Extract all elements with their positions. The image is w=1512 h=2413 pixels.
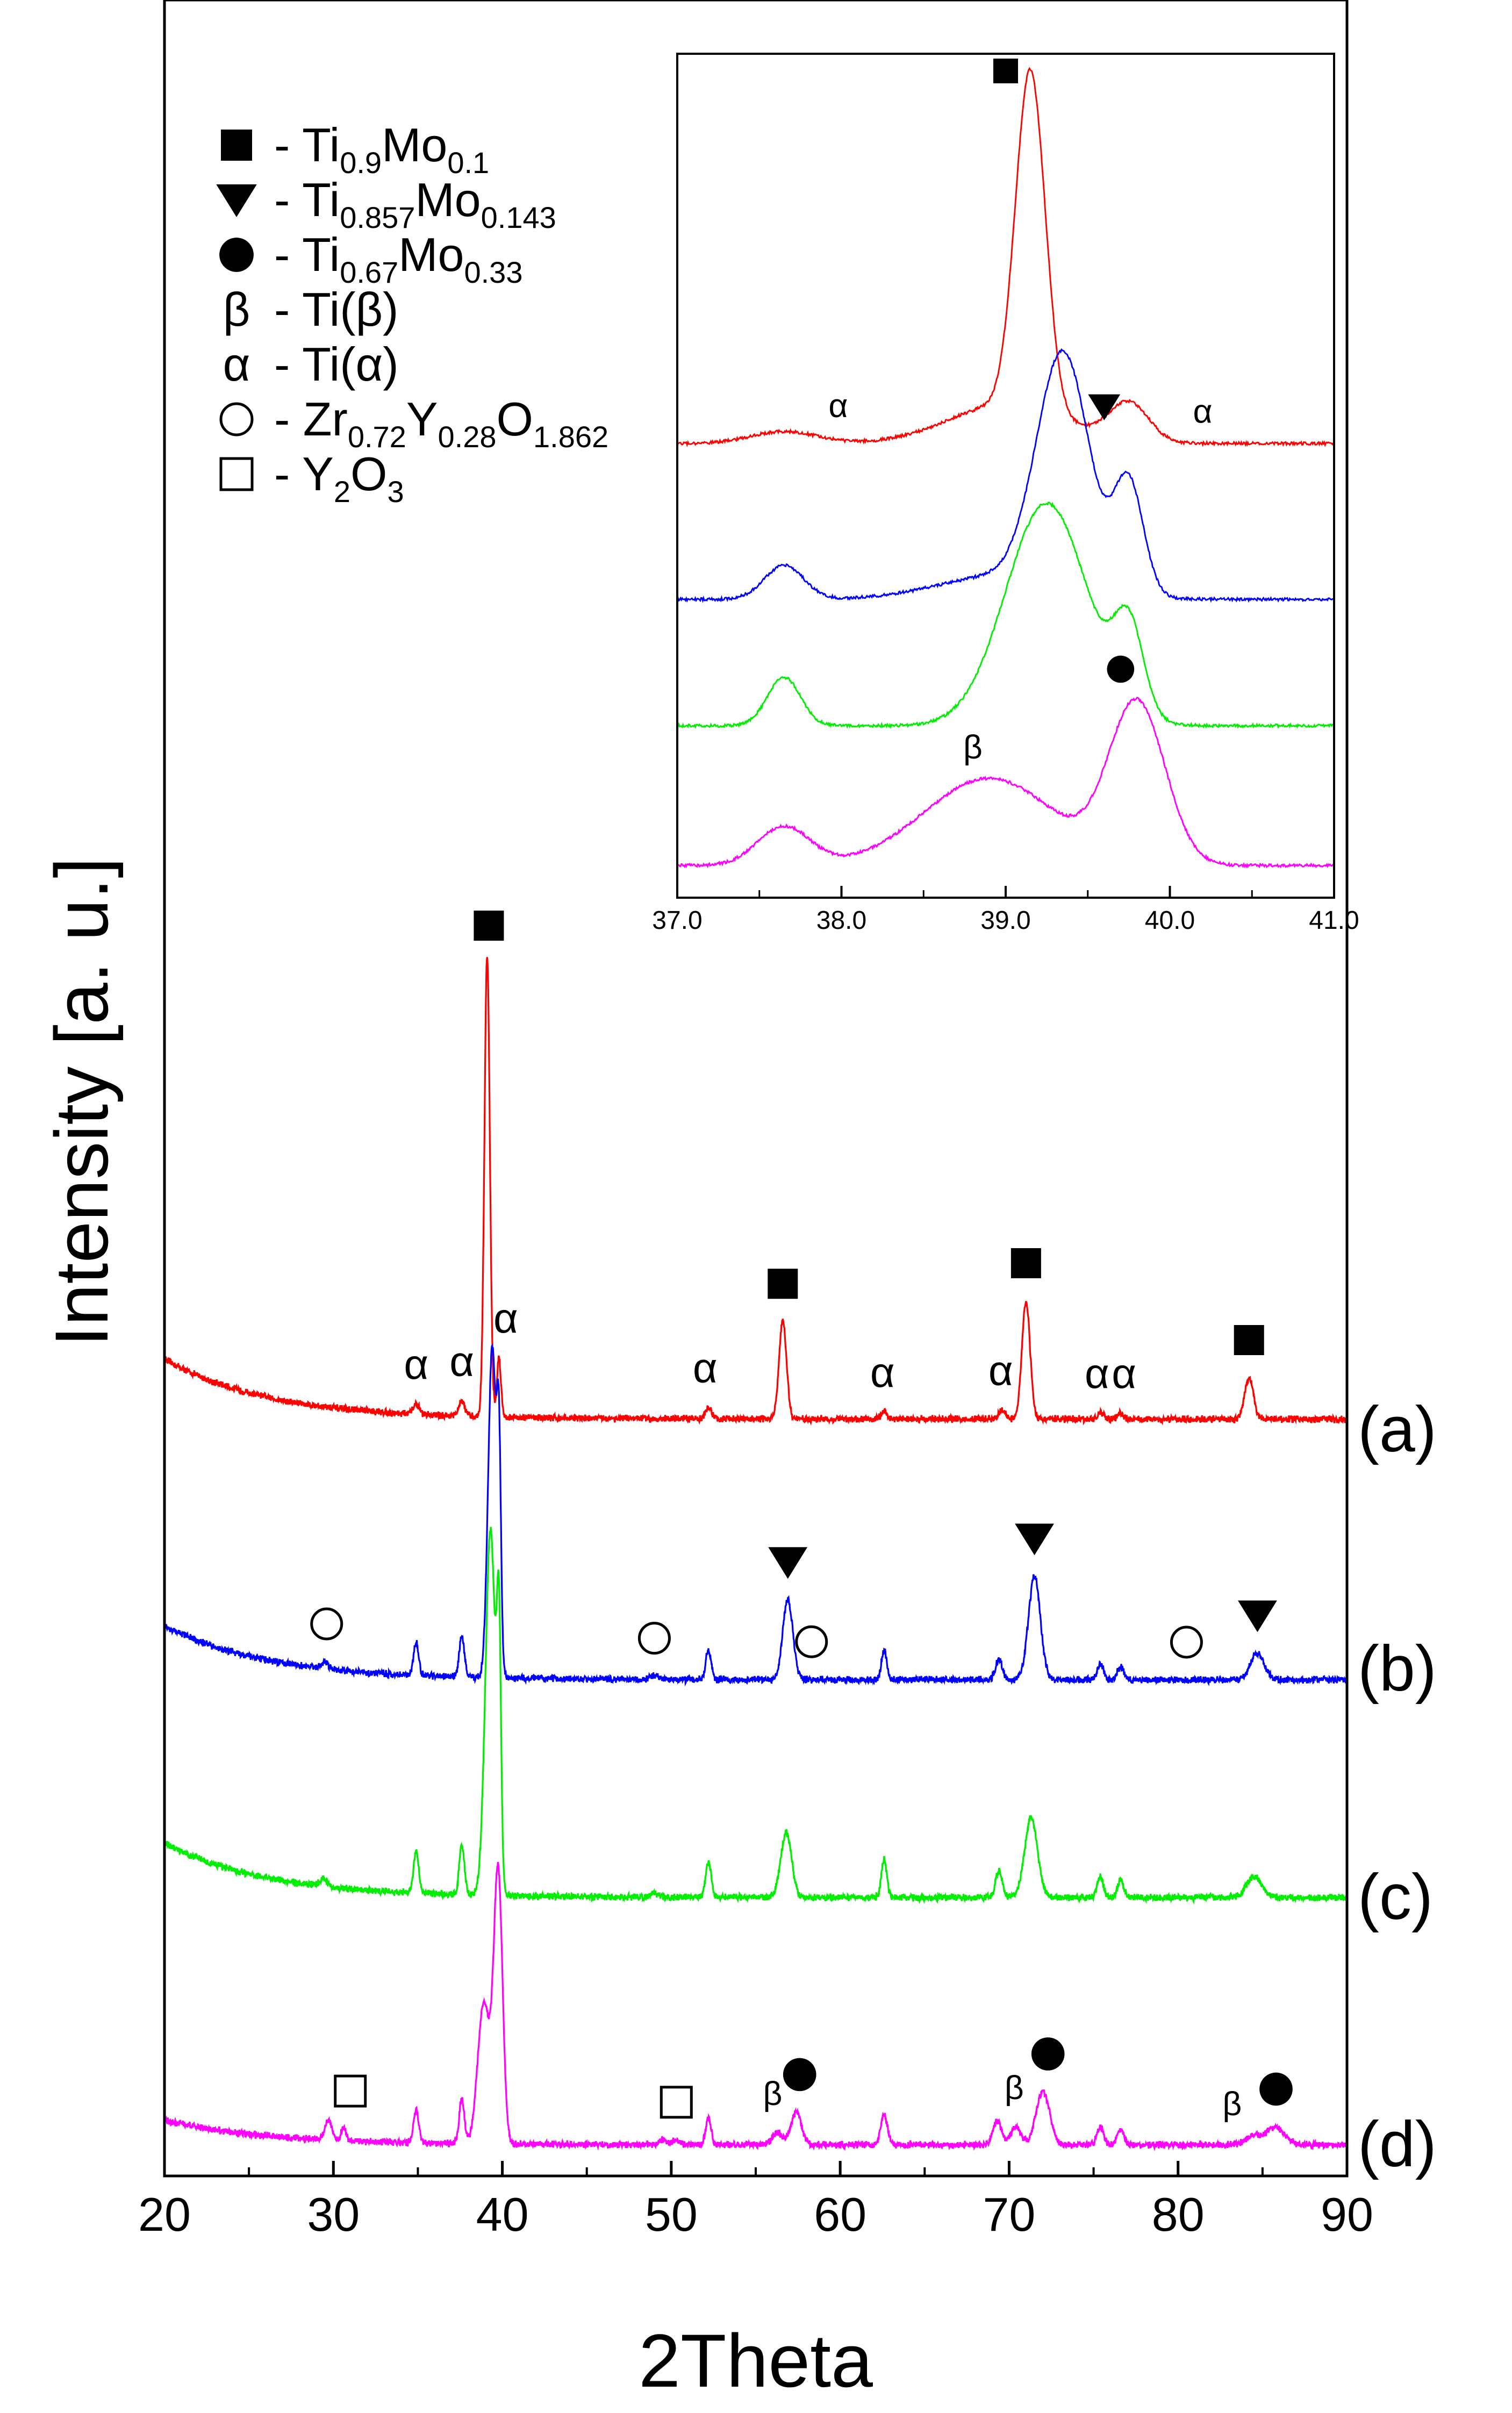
inset-plot: α α β 37.0 38.0 39.0 40.0 41.0 bbox=[652, 53, 1359, 935]
inset-x-tick-label: 41.0 bbox=[1309, 906, 1359, 935]
x-axis-title: 2Theta bbox=[639, 2318, 873, 2403]
phase-label: α bbox=[493, 1294, 518, 1342]
phase-marker-square-open bbox=[334, 2074, 367, 2108]
main-plot-curves bbox=[163, 957, 1348, 2152]
legend-label: - Ti0.857Mo0.143 bbox=[274, 173, 556, 234]
legend-symbol: α bbox=[223, 338, 250, 391]
phase-label: α bbox=[449, 1337, 474, 1385]
inset-x-axis-ticks: 37.0 38.0 39.0 40.0 41.0 bbox=[652, 886, 1359, 935]
x-tick-label: 90 bbox=[1321, 2188, 1373, 2241]
legend-symbol bbox=[221, 130, 252, 161]
phase-label: α bbox=[988, 1347, 1013, 1394]
phase-marker-circle-open bbox=[795, 1625, 828, 1658]
inset-series-line-c bbox=[677, 502, 1334, 729]
legend-symbol bbox=[219, 402, 254, 436]
inset-x-tick-label: 37.0 bbox=[652, 906, 702, 935]
legend-label: - Ti(α) bbox=[274, 338, 399, 391]
inset-series-line-d bbox=[676, 697, 1334, 869]
legend-label: - Ti0.9Mo0.1 bbox=[274, 118, 489, 180]
series-line-c bbox=[163, 1527, 1348, 1904]
inset-plot-annotations: α α β bbox=[828, 59, 1213, 766]
phase-marker-square-filled bbox=[1234, 1324, 1264, 1355]
inset-background bbox=[677, 54, 1334, 898]
series-label: (a) bbox=[1358, 1393, 1437, 1465]
legend-label: - Zr0.72Y0.28O1.862 bbox=[274, 392, 608, 454]
series-label: (d) bbox=[1358, 2108, 1437, 2180]
phase-marker-circle-open bbox=[1170, 1626, 1203, 1659]
phase-marker-square-filled bbox=[1011, 1248, 1041, 1278]
phase-marker-circle-filled bbox=[1259, 2072, 1293, 2106]
x-tick-label: 50 bbox=[645, 2188, 698, 2241]
legend-symbol bbox=[216, 184, 257, 217]
inset-x-tick-label: 39.0 bbox=[980, 906, 1030, 935]
legend-label: - Y2O3 bbox=[274, 447, 404, 509]
phase-label: α bbox=[404, 1340, 428, 1388]
phase-label: α bbox=[1112, 1349, 1136, 1397]
phase-label: α bbox=[870, 1348, 895, 1396]
phase-label: α bbox=[1085, 1349, 1109, 1397]
x-tick-label: 20 bbox=[138, 2188, 191, 2241]
series-line-b bbox=[163, 1343, 1348, 1687]
legend-label: - Ti(β) bbox=[274, 283, 398, 336]
inset-x-tick-label: 38.0 bbox=[816, 906, 866, 935]
phase-marker-triangle-down bbox=[1015, 1523, 1054, 1556]
main-plot-annotations: α ααα α α α αβ β β bbox=[310, 911, 1293, 2123]
phase-marker-triangle-down bbox=[1238, 1600, 1277, 1632]
phase-marker-square-filled bbox=[474, 911, 504, 941]
legend-symbol bbox=[219, 457, 254, 491]
phase-marker-triangle-down bbox=[768, 1547, 808, 1579]
phase-marker-circle-open bbox=[637, 1622, 671, 1655]
phase-marker-circle-filled bbox=[783, 2058, 816, 2092]
series-label: (c) bbox=[1358, 1861, 1433, 1933]
inset-plot-curves bbox=[676, 67, 1334, 869]
legend-label: - Ti0.67Mo0.33 bbox=[274, 228, 522, 289]
phase-marker-circle-filled bbox=[1031, 2037, 1065, 2071]
phase-marker-circle-filled bbox=[1107, 655, 1135, 683]
legend-symbol bbox=[219, 238, 254, 272]
phase-marker-square-open bbox=[660, 2086, 693, 2119]
x-tick-label: 60 bbox=[814, 2188, 866, 2241]
phase-label: α bbox=[828, 388, 848, 425]
series-labels: (a) (b) (c) (d) bbox=[1358, 1393, 1437, 2180]
inset-series-line-a bbox=[677, 67, 1334, 447]
phase-marker-triangle-down bbox=[1088, 394, 1121, 420]
inset-series-line-b bbox=[676, 348, 1334, 603]
phase-label: α bbox=[693, 1344, 718, 1392]
x-tick-label: 40 bbox=[476, 2188, 529, 2241]
phase-label: α bbox=[1193, 393, 1213, 431]
legend-symbol: β bbox=[223, 283, 250, 336]
x-tick-label: 30 bbox=[307, 2188, 360, 2241]
phase-marker-circle-open bbox=[310, 1607, 343, 1641]
main-x-axis-ticks: 20 30 40 50 60 70 80 90 bbox=[138, 2161, 1373, 2241]
x-tick-label: 70 bbox=[983, 2188, 1035, 2241]
phase-label: β bbox=[963, 729, 983, 766]
phase-label: β bbox=[1005, 2070, 1024, 2107]
series-line-d bbox=[163, 1861, 1348, 2152]
phase-label: β bbox=[1222, 2086, 1242, 2123]
series-label: (b) bbox=[1358, 1632, 1437, 1705]
legend: - Ti0.9Mo0.1- Ti0.857Mo0.143- Ti0.67Mo0.… bbox=[216, 118, 608, 509]
inset-x-tick-label: 40.0 bbox=[1145, 906, 1195, 935]
series-line-a bbox=[163, 957, 1348, 1426]
phase-marker-square-filled bbox=[768, 1269, 798, 1299]
phase-marker-square-filled bbox=[993, 59, 1018, 83]
phase-label: β bbox=[763, 2075, 782, 2113]
y-axis-title: Intensity [a. u.] bbox=[39, 857, 124, 1347]
x-tick-label: 80 bbox=[1152, 2188, 1205, 2241]
